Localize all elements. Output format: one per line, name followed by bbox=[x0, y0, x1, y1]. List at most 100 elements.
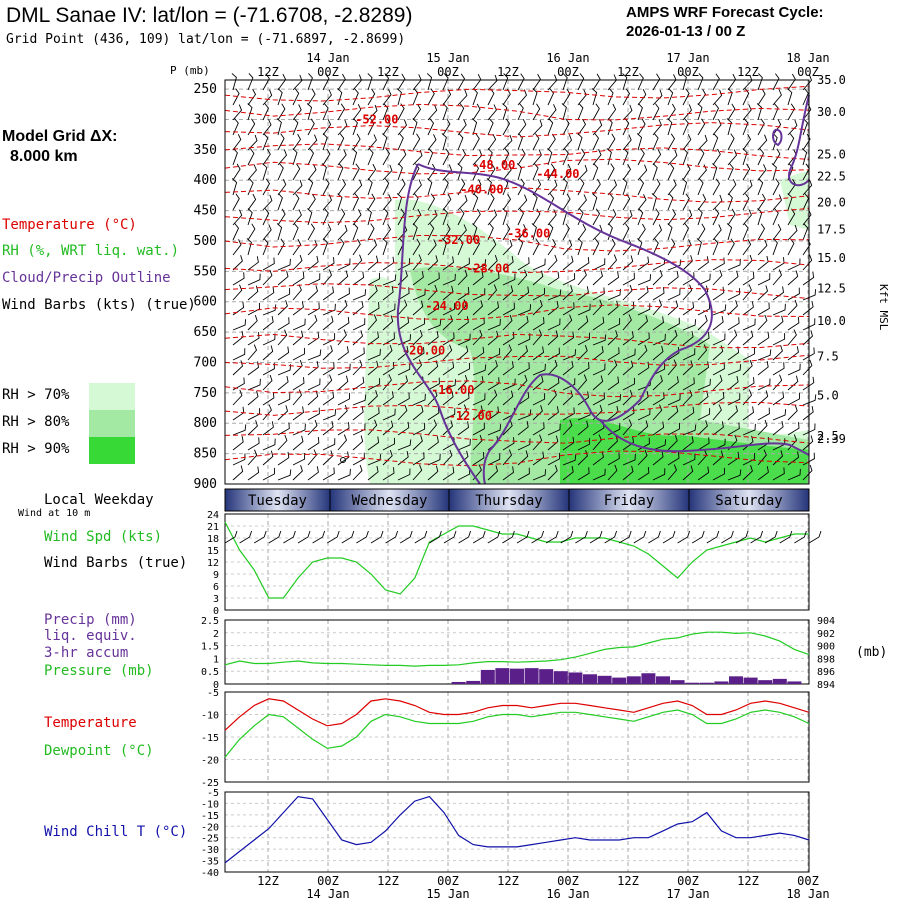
wind-barb bbox=[787, 392, 800, 406]
wind-barb bbox=[292, 104, 302, 121]
height-tick-label: 30.0 bbox=[817, 105, 846, 119]
bottom-hour-label: 00Z bbox=[797, 874, 819, 888]
wind-barb bbox=[262, 208, 270, 226]
wind-chill-tick-label: -40 bbox=[201, 868, 219, 879]
wind-barb bbox=[532, 163, 539, 181]
wind-barb bbox=[757, 361, 769, 376]
wind-barb bbox=[637, 178, 645, 196]
wind-barb bbox=[532, 363, 546, 376]
temperature-contour-label: -24.00 bbox=[425, 299, 468, 313]
pressure-tick-label: 400 bbox=[194, 173, 217, 188]
wind-barb bbox=[382, 208, 389, 226]
temperature-contour bbox=[224, 283, 810, 299]
xs-frame bbox=[224, 79, 810, 485]
top-hour-label: 00Z bbox=[677, 65, 699, 79]
cloud-outline bbox=[396, 163, 481, 485]
wind-barb bbox=[247, 344, 258, 361]
wind-barb bbox=[517, 238, 524, 256]
wind-barb bbox=[352, 209, 362, 226]
wind-barb bbox=[562, 436, 575, 451]
surface-wind-barb bbox=[721, 530, 734, 544]
surface-wind-barb bbox=[224, 530, 238, 544]
wind-barb bbox=[427, 163, 436, 181]
wind-barb bbox=[592, 287, 605, 301]
wind-barb bbox=[352, 271, 365, 286]
pressure-tick-label: 896 bbox=[817, 667, 835, 678]
wind-barb bbox=[637, 73, 644, 91]
wind-barb bbox=[682, 453, 696, 466]
pressure-tick-label: 300 bbox=[194, 112, 217, 127]
wind-barb bbox=[712, 119, 722, 136]
wind-barb bbox=[607, 179, 618, 196]
wind-barb bbox=[697, 178, 704, 196]
wind-barb bbox=[532, 178, 542, 196]
wind-barb bbox=[577, 133, 583, 151]
wind-barb bbox=[502, 118, 511, 136]
wind-barb bbox=[637, 285, 649, 301]
surface-wind-barb bbox=[326, 530, 340, 544]
wind-barb bbox=[607, 74, 617, 91]
wind-barb bbox=[667, 118, 673, 136]
wind-barb bbox=[337, 133, 345, 151]
wind-barb bbox=[322, 420, 334, 436]
weekday-label: Wednesday bbox=[352, 493, 428, 509]
wind-barb bbox=[307, 134, 318, 151]
wind-barb bbox=[607, 133, 616, 151]
pressure-tick-label: 350 bbox=[194, 143, 217, 158]
wind-barb bbox=[427, 301, 440, 316]
wind-barb bbox=[532, 73, 542, 91]
wind-barb bbox=[591, 88, 598, 106]
wind-barb bbox=[487, 389, 498, 406]
height-tick-label: 17.5 bbox=[817, 222, 846, 236]
wind-barb bbox=[247, 314, 258, 331]
wind-barb bbox=[471, 118, 478, 136]
temperature-contour bbox=[224, 186, 810, 203]
temperature-contour bbox=[224, 333, 810, 349]
wind-barb bbox=[367, 407, 380, 421]
wind-barb bbox=[787, 73, 796, 91]
wind-barb bbox=[787, 133, 795, 151]
wind-barb bbox=[442, 178, 449, 196]
height-tick-label: 22.5 bbox=[817, 170, 846, 184]
temperature-contour bbox=[224, 234, 810, 252]
precip-bar bbox=[699, 682, 714, 684]
wind-barb bbox=[787, 422, 800, 436]
wind-barb bbox=[652, 208, 660, 226]
wind-barb bbox=[622, 88, 631, 106]
wind-barb bbox=[562, 349, 577, 361]
wind-barb bbox=[502, 103, 508, 121]
wind-barb bbox=[367, 331, 379, 346]
bottom-hour-label: 12Z bbox=[377, 874, 399, 888]
wind-barb bbox=[472, 208, 481, 226]
wind-barb bbox=[712, 269, 723, 286]
wind-barb bbox=[622, 209, 633, 226]
wind-barb bbox=[427, 118, 435, 136]
wind-barb bbox=[607, 376, 620, 391]
pressure-tick-label: 750 bbox=[194, 386, 217, 401]
wind-barb bbox=[232, 284, 243, 301]
wind-barb bbox=[352, 347, 365, 361]
weekday-header: Local Weekday bbox=[44, 492, 154, 508]
wind-barb bbox=[472, 88, 478, 106]
wind-barb bbox=[607, 163, 615, 181]
precip-bar bbox=[510, 668, 524, 684]
precip-bar bbox=[670, 680, 685, 684]
wind-barb bbox=[487, 209, 498, 226]
wind-barb bbox=[757, 407, 770, 421]
temperature-tick-label: -5 bbox=[207, 688, 219, 699]
wind-barb bbox=[637, 256, 650, 271]
pressure-tick-label: 250 bbox=[194, 82, 217, 97]
temperature-tick-label: -25 bbox=[201, 778, 219, 789]
wind-barb bbox=[562, 239, 573, 256]
wind-barb bbox=[562, 331, 575, 346]
wind-barb bbox=[577, 269, 587, 286]
wind-barb bbox=[382, 89, 392, 106]
surface-wind-barb bbox=[370, 530, 384, 544]
pressure-tick-label: 500 bbox=[194, 234, 217, 249]
wind-barb bbox=[292, 453, 306, 466]
wind-barb bbox=[442, 303, 456, 316]
wind-barb bbox=[622, 465, 634, 481]
surface-wind-barb bbox=[458, 530, 472, 544]
wind-barb bbox=[697, 361, 709, 376]
wind-barb bbox=[562, 255, 574, 271]
